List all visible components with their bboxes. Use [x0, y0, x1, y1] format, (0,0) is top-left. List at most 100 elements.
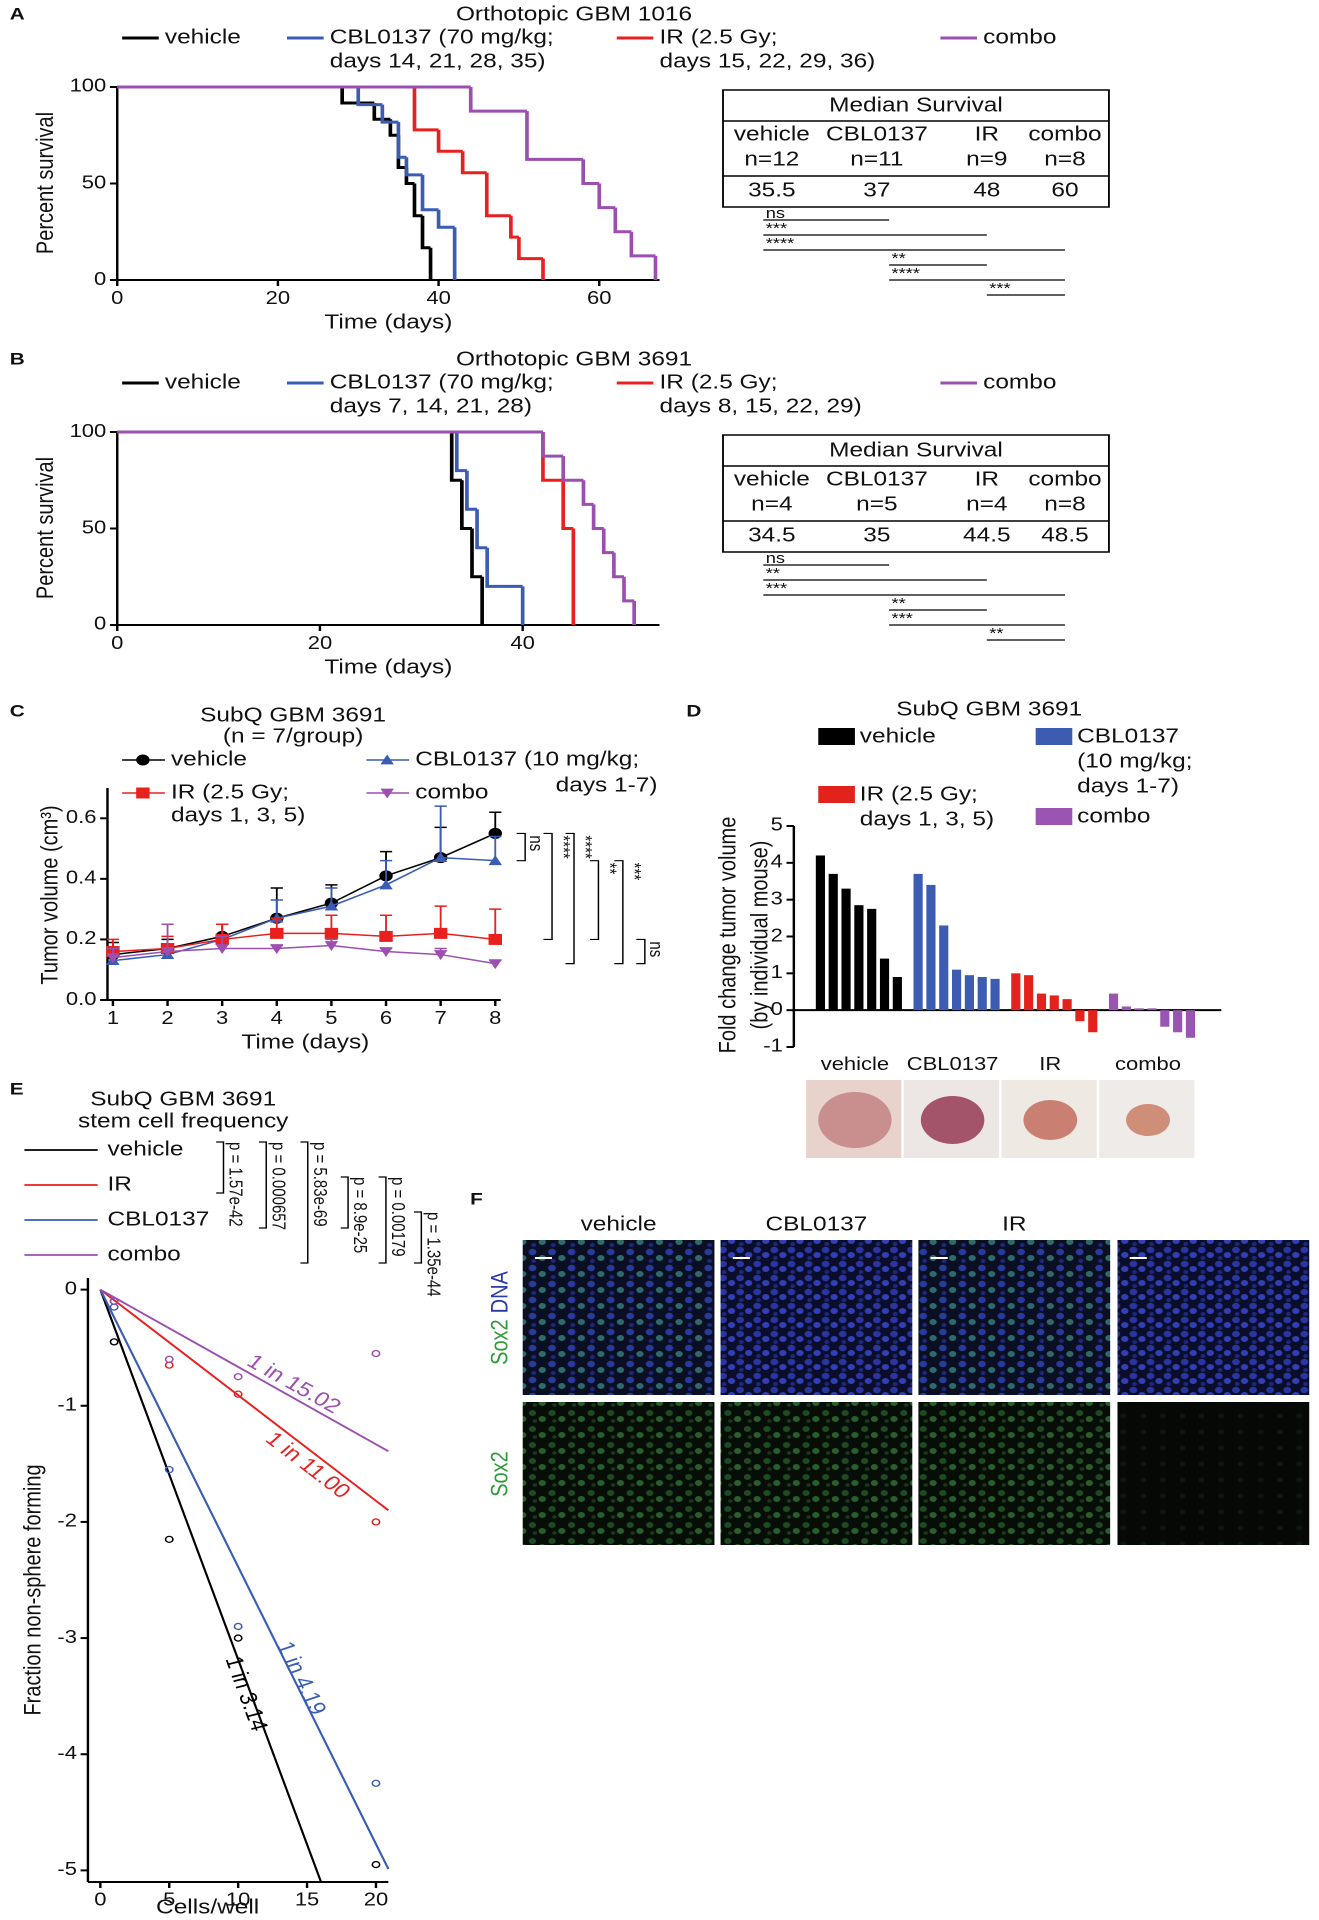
- table-median: 48: [973, 178, 1000, 200]
- marker: [324, 900, 339, 911]
- survival-step: [468, 87, 527, 113]
- error-bar: [161, 923, 174, 952]
- x-tick-label: 40: [510, 634, 534, 654]
- p-value-label: p = 1.35e-44: [423, 1212, 444, 1297]
- y-axis-label: Tumor volume (cm³): [36, 805, 63, 984]
- marker: [380, 788, 394, 799]
- marker: [433, 852, 448, 863]
- y-tick-label: 3: [771, 889, 783, 909]
- column-label: CBL0137: [766, 1212, 868, 1234]
- chart-title: SubQ GBM 3691: [90, 1087, 276, 1109]
- tumor: [1023, 1100, 1078, 1140]
- table-median: 34.5: [748, 523, 796, 545]
- legend-label: CBL0137: [107, 1207, 209, 1229]
- significance-label: ****: [766, 235, 795, 252]
- table-n: n=4: [751, 492, 792, 514]
- series-line: [112, 932, 496, 953]
- survival-step: [485, 547, 523, 588]
- data-point: [233, 1373, 243, 1381]
- table-title: Median Survival: [829, 93, 1003, 115]
- bar: [1121, 1006, 1131, 1011]
- table-n: n=5: [856, 492, 897, 514]
- x-axis-label: Time (days): [241, 1030, 369, 1052]
- p-value-bracket: [414, 1211, 423, 1264]
- x-tick-label: 20: [266, 289, 290, 309]
- panel-label: B: [10, 350, 25, 369]
- bar: [1049, 995, 1059, 1011]
- survival-step: [591, 504, 604, 530]
- x-tick-label: 7: [435, 1009, 447, 1029]
- y-tick-label: 50: [82, 518, 106, 538]
- significance-label: ***: [623, 863, 644, 881]
- bar: [1011, 973, 1021, 1011]
- data-point: [371, 1518, 381, 1526]
- panel-label: E: [10, 1080, 24, 1099]
- survival-step: [613, 207, 632, 234]
- x-tick-label: 8: [489, 1009, 501, 1029]
- marker: [433, 950, 448, 961]
- x-axis-label: Time (days): [324, 310, 452, 332]
- data-point: [233, 1634, 243, 1642]
- y-tick-label: -4: [57, 1744, 77, 1764]
- legend-label: days 7, 14, 21, 28): [330, 394, 532, 416]
- marker: [215, 944, 229, 955]
- marker: [160, 947, 175, 958]
- legend-label: IR (2.5 Gy;: [860, 782, 978, 804]
- x-tick-label: 2: [161, 1009, 173, 1029]
- bar: [1088, 1010, 1098, 1033]
- p-value-bracket: [378, 1176, 387, 1264]
- y-tick-label: -2: [57, 1511, 77, 1531]
- x-tick-label: 40: [426, 289, 450, 309]
- y-tick-label: 0.0: [66, 990, 97, 1010]
- legend-label: IR (2.5 Gy;: [171, 780, 289, 802]
- y-axis-label: Percent survival: [31, 457, 58, 599]
- y-tick-label: 0.6: [66, 808, 97, 828]
- legend-label: CBL0137 (70 mg/kg;: [330, 25, 554, 47]
- y-tick-label: -5: [57, 1860, 77, 1880]
- row-label: Sox2: [485, 1451, 512, 1497]
- legend-swatch: [1035, 728, 1073, 745]
- micrograph: [720, 1240, 913, 1395]
- y-tick-label: -1: [57, 1395, 77, 1415]
- p-value-bracket: [300, 1141, 309, 1264]
- marker: [488, 855, 502, 866]
- fit-line: [99, 1289, 323, 1883]
- x-tick-label: 15: [295, 1891, 319, 1911]
- survival-step: [470, 528, 483, 579]
- bar: [939, 925, 949, 1011]
- survival-step: [396, 122, 407, 159]
- x-tick-label: 20: [364, 1891, 388, 1911]
- y-tick-label: 5: [771, 816, 783, 836]
- survival-step: [454, 432, 467, 473]
- micrograph: [522, 1402, 715, 1545]
- marker: [324, 941, 339, 951]
- significance-label: ***: [766, 580, 788, 597]
- survival-step: [412, 87, 439, 132]
- data-point: [233, 1390, 243, 1398]
- row-label-part: DNA: [485, 1271, 512, 1313]
- legend-label: combo: [983, 25, 1056, 47]
- legend-label: vehicle: [860, 724, 936, 746]
- data-point: [109, 1303, 119, 1311]
- marker: [136, 754, 150, 766]
- legend-label: CBL0137: [1077, 724, 1179, 746]
- survival-step: [561, 480, 574, 530]
- legend-label: vehicle: [165, 370, 241, 392]
- chart-subtitle: (n = 7/group): [223, 724, 363, 746]
- p-value-label: p = 0.00179: [388, 1177, 409, 1257]
- x-tick-label: 3: [216, 1009, 228, 1029]
- x-tick-label: 0: [94, 1891, 106, 1911]
- legend-label: vehicle: [171, 747, 247, 769]
- p-value-label: p = 5.83e-69: [310, 1142, 331, 1227]
- fit-label: 1 in 15.02: [242, 1350, 346, 1418]
- bar: [1185, 1010, 1196, 1038]
- chart-title: SubQ GBM 3691: [200, 703, 386, 725]
- survival-step: [597, 183, 616, 210]
- data-point: [371, 1779, 381, 1787]
- table-n: n=9: [966, 147, 1007, 169]
- data-point: [164, 1466, 174, 1474]
- significance-label: **: [989, 625, 1004, 642]
- table-group: IR: [975, 122, 999, 144]
- table-group: CBL0137: [826, 122, 928, 144]
- fit-label: 1 in 4.19: [271, 1638, 332, 1717]
